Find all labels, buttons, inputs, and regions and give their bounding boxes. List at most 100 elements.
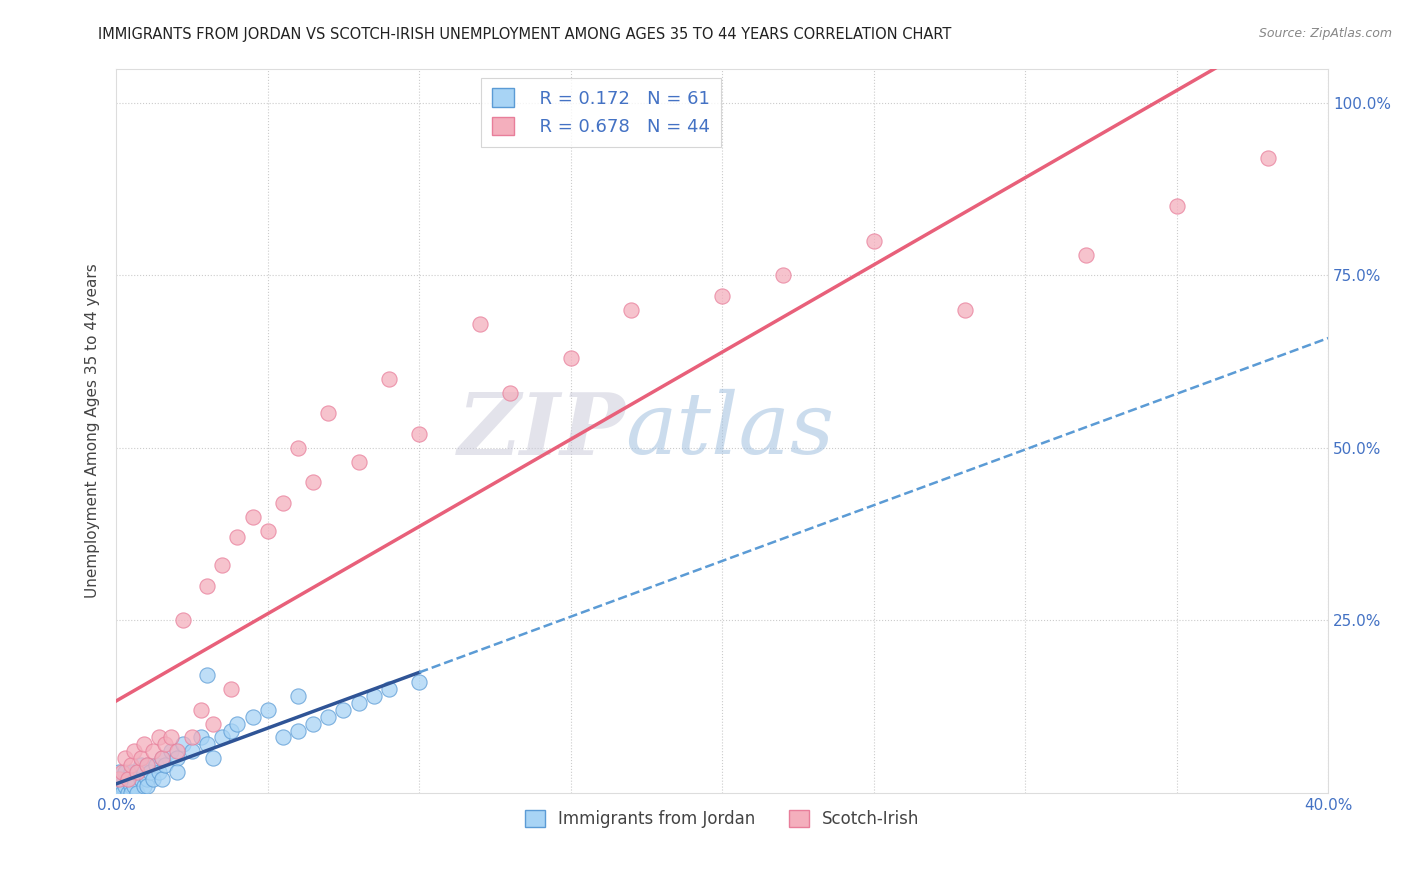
Point	[108, 764, 131, 779]
Point	[132, 764, 155, 779]
Point	[111, 764, 134, 779]
Point	[221, 723, 243, 738]
Text: Source: ZipAtlas.com: Source: ZipAtlas.com	[1258, 27, 1392, 40]
Point	[148, 764, 170, 779]
Point	[105, 786, 128, 800]
Point	[287, 689, 309, 703]
Point	[105, 786, 128, 800]
Point	[302, 475, 325, 490]
Point	[318, 710, 340, 724]
Point	[378, 372, 401, 386]
Point	[953, 302, 976, 317]
Point	[242, 509, 264, 524]
Point	[302, 716, 325, 731]
Point	[108, 786, 131, 800]
Text: ZIP: ZIP	[457, 389, 626, 473]
Point	[332, 703, 354, 717]
Point	[120, 779, 142, 793]
Point	[142, 772, 165, 786]
Point	[145, 758, 167, 772]
Point	[242, 710, 264, 724]
Point	[129, 772, 152, 786]
Point	[190, 703, 212, 717]
Point	[150, 772, 173, 786]
Point	[172, 738, 194, 752]
Point	[142, 744, 165, 758]
Point	[120, 758, 142, 772]
Point	[127, 786, 149, 800]
Point	[105, 772, 128, 786]
Point	[195, 579, 218, 593]
Point	[135, 772, 157, 786]
Point	[129, 751, 152, 765]
Point	[135, 758, 157, 772]
Point	[195, 668, 218, 682]
Point	[111, 786, 134, 800]
Point	[202, 751, 225, 765]
Point	[221, 682, 243, 697]
Point	[256, 703, 278, 717]
Point	[111, 779, 134, 793]
Point	[271, 731, 294, 745]
Point	[132, 779, 155, 793]
Point	[127, 764, 149, 779]
Point	[166, 764, 188, 779]
Point	[153, 738, 176, 752]
Point	[105, 779, 128, 793]
Point	[129, 758, 152, 772]
Point	[318, 406, 340, 420]
Point	[211, 558, 233, 572]
Point	[1257, 151, 1279, 165]
Point	[363, 689, 385, 703]
Point	[150, 751, 173, 765]
Y-axis label: Unemployment Among Ages 35 to 44 years: Unemployment Among Ages 35 to 44 years	[86, 263, 100, 598]
Point	[226, 716, 249, 731]
Point	[148, 731, 170, 745]
Point	[120, 786, 142, 800]
Point	[862, 234, 884, 248]
Text: atlas: atlas	[626, 389, 834, 472]
Text: IMMIGRANTS FROM JORDAN VS SCOTCH-IRISH UNEMPLOYMENT AMONG AGES 35 TO 44 YEARS CO: IMMIGRANTS FROM JORDAN VS SCOTCH-IRISH U…	[98, 27, 952, 42]
Point	[166, 751, 188, 765]
Point	[127, 764, 149, 779]
Point	[159, 731, 181, 745]
Point	[271, 496, 294, 510]
Point	[120, 764, 142, 779]
Point	[499, 385, 522, 400]
Point	[287, 441, 309, 455]
Point	[408, 675, 430, 690]
Point	[117, 772, 139, 786]
Point	[150, 751, 173, 765]
Point	[347, 455, 370, 469]
Point	[1074, 248, 1097, 262]
Point	[159, 744, 181, 758]
Point	[711, 289, 734, 303]
Point	[114, 751, 136, 765]
Point	[256, 524, 278, 538]
Point	[117, 786, 139, 800]
Point	[135, 779, 157, 793]
Point	[202, 716, 225, 731]
Point	[181, 744, 204, 758]
Point	[408, 427, 430, 442]
Point	[560, 351, 582, 366]
Point	[153, 758, 176, 772]
Point	[172, 613, 194, 627]
Point	[620, 302, 643, 317]
Point	[468, 317, 491, 331]
Point	[195, 738, 218, 752]
Point	[1166, 199, 1188, 213]
Point	[138, 764, 160, 779]
Point	[190, 731, 212, 745]
Point	[108, 779, 131, 793]
Point	[287, 723, 309, 738]
Point	[117, 772, 139, 786]
Point	[114, 764, 136, 779]
Point	[226, 531, 249, 545]
Point	[135, 758, 157, 772]
Point	[132, 738, 155, 752]
Point	[105, 786, 128, 800]
Point	[111, 772, 134, 786]
Point	[108, 772, 131, 786]
Point	[347, 696, 370, 710]
